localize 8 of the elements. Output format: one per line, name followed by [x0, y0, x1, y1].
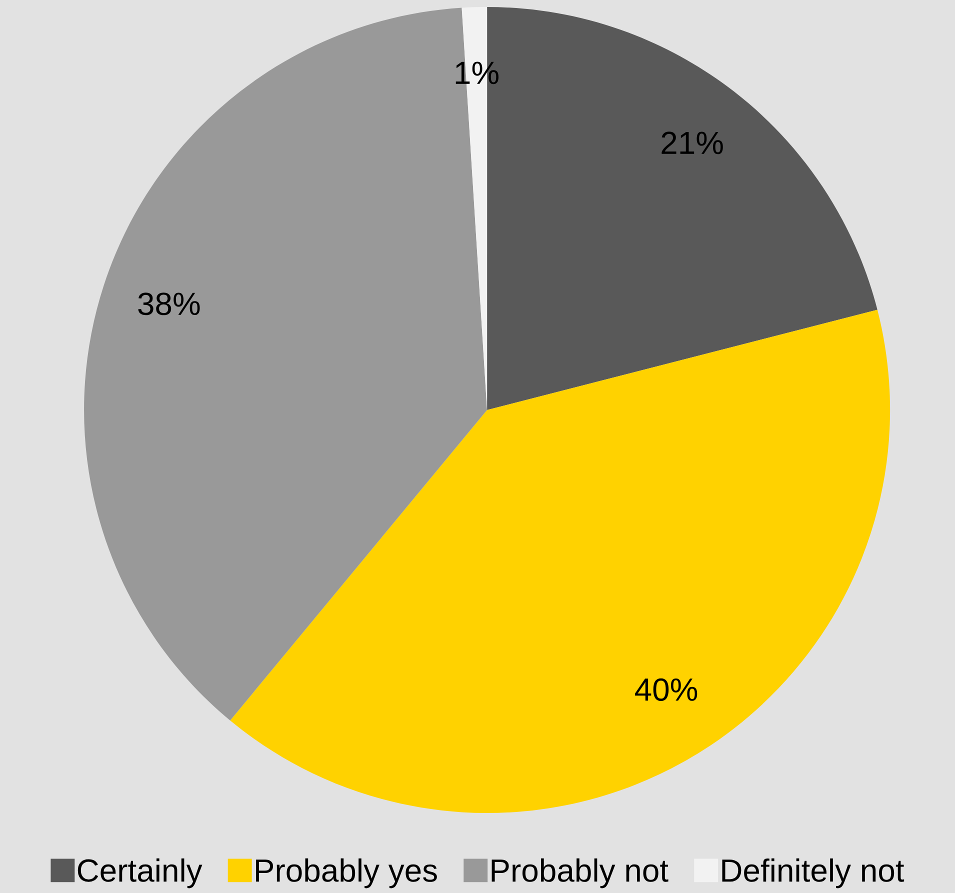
data-label: 38%	[138, 292, 200, 316]
legend-label: Probably not	[492, 858, 668, 888]
pie-slice	[230, 310, 890, 813]
legend-label: Definitely not	[722, 858, 904, 888]
legend-label: Probably yes	[256, 858, 437, 888]
legend-label: Certainly	[78, 858, 202, 888]
data-label: 21%	[662, 132, 723, 154]
data-label: 40%	[635, 678, 698, 701]
